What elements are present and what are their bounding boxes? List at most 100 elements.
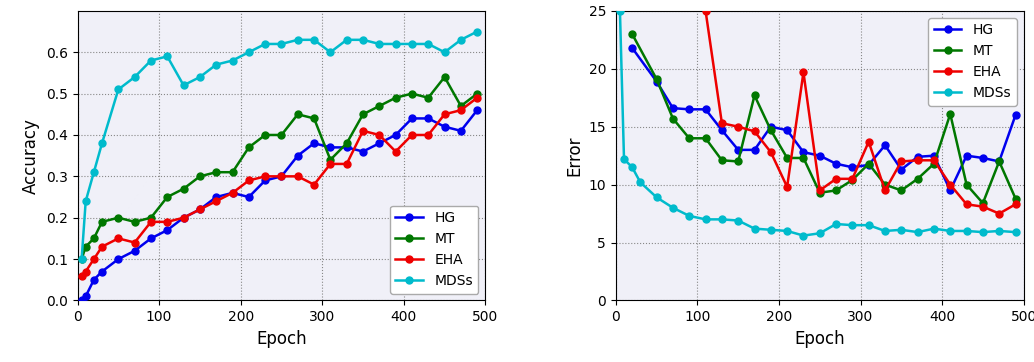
EHA <box>781 185 793 189</box>
HG <box>699 107 711 111</box>
MT <box>944 112 956 116</box>
MDSs <box>128 75 141 79</box>
HG <box>292 153 304 158</box>
EHA <box>716 121 728 125</box>
HG <box>862 163 875 167</box>
Line: MT: MT <box>79 73 481 262</box>
MT <box>927 161 940 166</box>
EHA <box>161 220 174 224</box>
EHA <box>749 129 761 134</box>
MT <box>75 257 88 261</box>
EHA <box>178 215 190 220</box>
MT <box>814 190 826 195</box>
HG <box>75 298 88 303</box>
EHA <box>145 220 157 224</box>
MT <box>292 112 304 117</box>
EHA <box>944 182 956 187</box>
HG <box>626 46 638 50</box>
EHA <box>830 177 843 181</box>
MDSs <box>112 87 124 92</box>
HG <box>161 228 174 232</box>
MDSs <box>781 229 793 233</box>
HG <box>472 108 484 112</box>
MT <box>243 145 255 150</box>
EHA <box>472 96 484 100</box>
MDSs <box>145 58 157 63</box>
MT <box>830 188 843 193</box>
MT <box>357 112 369 117</box>
MT <box>977 201 990 205</box>
MDSs <box>667 206 679 210</box>
Y-axis label: Error: Error <box>565 135 583 176</box>
MT <box>683 136 696 140</box>
MT <box>667 117 679 121</box>
Y-axis label: Accuracy: Accuracy <box>23 118 40 194</box>
MDSs <box>373 42 386 46</box>
HG <box>340 145 353 150</box>
EHA <box>977 205 990 209</box>
HG <box>732 148 744 152</box>
EHA <box>96 244 109 249</box>
MDSs <box>161 54 174 59</box>
HG <box>683 107 696 111</box>
EHA <box>911 158 923 163</box>
HG <box>781 128 793 132</box>
MT <box>781 156 793 160</box>
MT <box>88 236 100 241</box>
MT <box>161 195 174 199</box>
MT <box>895 188 908 193</box>
MDSs <box>422 42 434 46</box>
EHA <box>226 191 239 195</box>
EHA <box>193 207 206 212</box>
MDSs <box>325 50 337 54</box>
MDSs <box>993 229 1005 233</box>
MT <box>258 133 271 137</box>
EHA <box>243 178 255 183</box>
MDSs <box>732 218 744 223</box>
EHA <box>258 174 271 178</box>
HG <box>1009 113 1022 117</box>
Line: EHA: EHA <box>702 7 1018 217</box>
MT <box>764 128 777 132</box>
Line: EHA: EHA <box>79 94 481 279</box>
MDSs <box>614 9 627 13</box>
EHA <box>764 150 777 154</box>
MT <box>178 186 190 191</box>
MT <box>128 220 141 224</box>
MDSs <box>895 228 908 232</box>
MDSs <box>243 50 255 54</box>
EHA <box>814 188 826 193</box>
HG <box>961 153 973 158</box>
MDSs <box>80 199 92 203</box>
HG <box>797 150 810 154</box>
MT <box>879 182 891 187</box>
EHA <box>325 162 337 166</box>
HG <box>438 125 451 129</box>
X-axis label: Epoch: Epoch <box>256 330 307 348</box>
HG <box>422 116 434 121</box>
MT <box>961 182 973 187</box>
MT <box>749 93 761 98</box>
MDSs <box>862 223 875 227</box>
HG <box>944 188 956 193</box>
EHA <box>879 188 891 193</box>
MDSs <box>749 227 761 231</box>
EHA <box>340 162 353 166</box>
MDSs <box>455 38 467 42</box>
MDSs <box>911 230 923 234</box>
MDSs <box>830 222 843 226</box>
EHA <box>1009 202 1022 206</box>
MDSs <box>634 180 646 185</box>
HG <box>373 141 386 146</box>
MT <box>626 32 638 36</box>
MT <box>226 170 239 174</box>
Legend: HG, MT, EHA, MDSs: HG, MT, EHA, MDSs <box>390 206 479 294</box>
EHA <box>846 177 858 181</box>
MT <box>732 159 744 164</box>
MDSs <box>927 227 940 231</box>
MDSs <box>977 230 990 234</box>
HG <box>405 116 418 121</box>
MDSs <box>472 29 484 34</box>
EHA <box>797 70 810 75</box>
EHA <box>128 240 141 245</box>
